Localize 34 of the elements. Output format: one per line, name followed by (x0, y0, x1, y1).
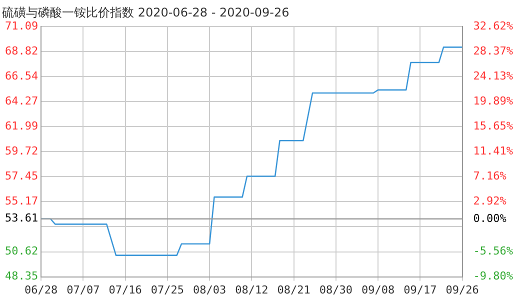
x-tick-label: 07/07 (66, 283, 100, 296)
y2-tick-label: 24.13% (473, 69, 514, 82)
y2-tick-label: 15.65% (473, 119, 514, 132)
y-tick-label: 50.62 (4, 244, 38, 258)
y2-tick-label: 0.00% (473, 212, 507, 225)
y2-tick-label: 19.89% (473, 94, 514, 108)
y2-tick-label: 32.62% (473, 19, 514, 32)
y-tick-label: 48.35 (4, 270, 38, 283)
y-tick-label: 59.72 (4, 144, 38, 158)
y-tick-label: 55.17 (4, 194, 38, 208)
x-tick-label: 06/28 (24, 283, 58, 296)
y2-tick-label: 11.41% (473, 144, 514, 158)
x-tick-label: 07/16 (108, 283, 142, 296)
x-tick-label: 09/17 (404, 283, 437, 296)
y2-tick-label: 28.37% (473, 44, 514, 58)
x-tick-label: 09/26 (446, 283, 479, 296)
y2-tick-label: -9.80% (473, 270, 514, 283)
x-tick-label: 08/30 (319, 283, 352, 296)
y-tick-label: 61.99 (4, 119, 38, 132)
x-tick-label: 08/03 (193, 283, 226, 296)
y2-tick-label: 2.92% (473, 194, 507, 208)
chart-title: 硫磺与磷酸一铵比价指数 2020-06-28 - 2020-09-26 (2, 5, 290, 20)
y-tick-label: 64.27 (4, 94, 38, 108)
x-tick-label: 07/25 (150, 283, 184, 296)
y-tick-label: 53.61 (4, 212, 38, 225)
x-tick-label: 08/12 (235, 283, 268, 296)
y-tick-label: 57.45 (4, 169, 38, 182)
y-tick-label: 66.54 (4, 69, 38, 82)
x-tick-label: 08/21 (277, 283, 310, 296)
y-tick-label: 68.82 (4, 44, 38, 58)
y-tick-label: 71.09 (4, 19, 38, 32)
x-tick-label: 09/08 (361, 283, 395, 296)
y2-tick-label: 7.16% (473, 170, 507, 183)
y2-tick-label: -5.56% (473, 244, 514, 258)
